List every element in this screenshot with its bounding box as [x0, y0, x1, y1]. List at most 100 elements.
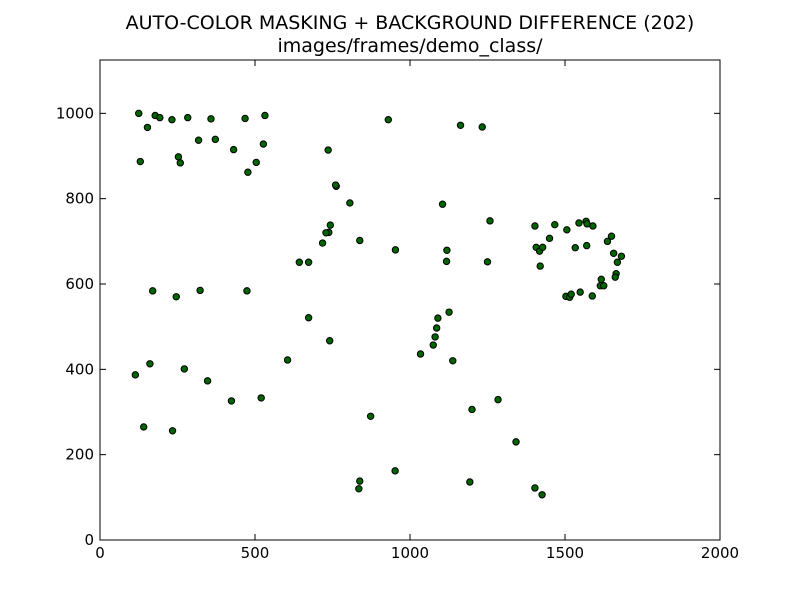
data-point [449, 357, 457, 365]
data-point [575, 219, 583, 227]
data-point [597, 275, 605, 284]
data-point [384, 116, 392, 124]
data-point [600, 282, 608, 290]
data-point [391, 467, 399, 475]
data-point [617, 252, 626, 260]
data-point [438, 200, 447, 208]
data-point [571, 244, 579, 252]
data-point [203, 377, 212, 385]
data-point [207, 115, 215, 123]
data-point [607, 232, 616, 240]
data-point [443, 246, 451, 254]
data-point [304, 314, 313, 322]
data-point [227, 397, 236, 405]
plot-frame [99, 59, 721, 541]
data-point [366, 412, 375, 420]
data-point [545, 234, 554, 243]
data-point [466, 478, 474, 486]
data-point [356, 236, 364, 245]
y-tick-label: 0 [84, 531, 94, 549]
data-point [531, 222, 539, 230]
data-point [536, 262, 544, 270]
data-point [391, 246, 400, 254]
x-tick-label: 1500 [546, 544, 584, 562]
data-point [346, 199, 354, 207]
data-point [356, 477, 364, 485]
data-point [609, 249, 618, 257]
chart-subtitle: images/frames/demo_class/ [277, 35, 543, 57]
y-tick-label: 200 [65, 446, 94, 464]
data-point [149, 287, 157, 295]
data-point [184, 113, 192, 122]
data-point [486, 217, 494, 225]
data-point [583, 241, 591, 250]
y-tick-label: 1000 [56, 104, 94, 122]
data-point [168, 427, 177, 435]
data-point [326, 337, 334, 345]
x-tick-label: 1000 [391, 544, 429, 562]
data-point [494, 395, 502, 404]
data-point [131, 371, 140, 379]
data-point [259, 140, 268, 148]
data-point [180, 365, 189, 373]
data-point [355, 485, 363, 493]
data-point [432, 324, 441, 332]
data-point [478, 123, 486, 131]
data-point [252, 158, 260, 167]
data-point [244, 168, 252, 176]
data-point [241, 114, 249, 123]
data-point [434, 314, 442, 322]
data-point [512, 438, 520, 446]
data-point [136, 157, 145, 166]
data-point [172, 293, 180, 301]
data-point [576, 288, 584, 296]
data-points [131, 109, 626, 499]
y-tick-label: 800 [65, 190, 94, 208]
data-point [261, 111, 269, 120]
data-point [531, 484, 539, 492]
data-point [324, 146, 332, 154]
data-point [331, 181, 340, 189]
data-point [211, 135, 220, 144]
x-tick-label: 2000 [701, 544, 739, 562]
data-point [168, 116, 176, 124]
data-point [304, 258, 313, 266]
data-point [322, 229, 330, 237]
data-point [603, 237, 612, 246]
data-point [538, 491, 546, 499]
data-point [589, 222, 597, 230]
data-point [194, 136, 203, 144]
data-point [176, 159, 184, 167]
data-point [140, 423, 148, 431]
data-point [283, 356, 292, 364]
data-point [588, 292, 596, 300]
data-point [445, 308, 453, 316]
data-point [551, 220, 559, 229]
data-point [135, 109, 143, 118]
data-point [567, 290, 575, 298]
data-point [243, 287, 251, 295]
data-point [563, 226, 571, 234]
data-point [483, 258, 492, 266]
y-tick-label: 400 [65, 360, 94, 378]
data-point [318, 239, 327, 247]
data-point [456, 121, 465, 129]
y-tick-label: 600 [65, 275, 94, 293]
data-point [229, 145, 238, 154]
data-point [143, 123, 152, 132]
data-point [611, 273, 619, 281]
data-point [326, 221, 335, 229]
data-point [429, 341, 437, 349]
data-point [196, 286, 204, 295]
data-point [468, 405, 476, 414]
axis-ticks: 0 500 1000 1500 2000 0 200 400 600 800 1000 [56, 60, 739, 562]
data-point [431, 333, 439, 341]
x-tick-label: 0 [95, 544, 105, 562]
data-point [613, 258, 622, 266]
data-point [174, 153, 183, 161]
x-tick-label: 500 [241, 544, 270, 562]
data-point [146, 360, 154, 368]
data-point [416, 350, 425, 358]
data-point [295, 258, 304, 266]
